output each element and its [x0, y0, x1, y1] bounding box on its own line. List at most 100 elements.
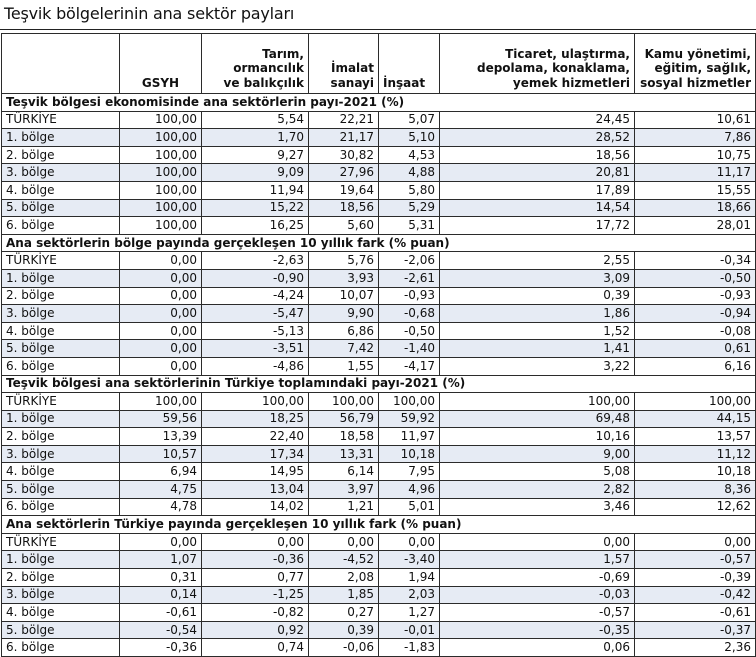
row-label: TÜRKİYE — [1, 251, 120, 270]
table-cell: 3,22 — [439, 356, 635, 376]
table-cell: 100,00 — [119, 392, 202, 411]
header-gsyh: GSYH — [119, 33, 202, 94]
row-label: 6. bölge — [1, 497, 120, 517]
table-cell: 22,40 — [201, 427, 309, 446]
table-cell: 7,86 — [634, 128, 756, 147]
table-cell: 13,39 — [119, 427, 202, 446]
table-cell: 1,52 — [439, 321, 635, 341]
table-cell: 0,00 — [634, 532, 756, 552]
table-row: 3. bölge 0,14 -1,25 1,85 2,03 -0,03 -0,42 — [1, 585, 756, 605]
row-label: 3. bölge — [1, 585, 120, 605]
header-agriculture: Tarım, ormancılık ve balıkçılık — [201, 33, 309, 94]
header-region — [1, 33, 120, 94]
sector-share-table: GSYH Tarım, ormancılık ve balıkçılık İmala… — [1, 33, 756, 657]
table-cell: -0,93 — [634, 286, 756, 306]
table-cell: 0,74 — [201, 638, 309, 657]
title-divider — [0, 29, 756, 30]
table-row: 5. bölge 0,00 -3,51 7,42 -1,40 1,41 0,61 — [1, 339, 756, 358]
table-cell: -0,03 — [439, 585, 635, 605]
table-cell: 1,86 — [439, 304, 635, 323]
section-header-row: Ana sektörlerin Türkiye payında gerçekle… — [1, 515, 756, 534]
table-cell: 5,29 — [378, 198, 440, 218]
row-label: 6. bölge — [1, 356, 120, 376]
table-cell: 1,70 — [201, 128, 309, 147]
table-cell: 0,31 — [119, 568, 202, 587]
table-cell: 4,78 — [119, 497, 202, 517]
table-row: 1. bölge 59,56 18,25 56,79 59,92 69,48 44,15 — [1, 409, 756, 429]
table-cell: 1,21 — [308, 497, 379, 517]
table-row: 2. bölge 100,00 9,27 30,82 4,53 18,56 10,75 — [1, 145, 756, 165]
table-cell: -0,50 — [634, 268, 756, 288]
table-cell: 30,82 — [308, 145, 379, 165]
table-cell: 0,00 — [119, 356, 202, 376]
table-cell: 6,14 — [308, 462, 379, 482]
table-cell: 15,22 — [201, 198, 309, 218]
page-title: Teşvik bölgelerinin ana sektör payları — [4, 4, 295, 23]
table-cell: 4,53 — [378, 145, 440, 165]
table-row: TÜRKİYE 0,00 0,00 0,00 0,00 0,00 0,00 — [1, 532, 756, 552]
table-cell: -3,40 — [378, 550, 440, 570]
table-cell: 14,02 — [201, 497, 309, 517]
table-cell: -4,86 — [201, 356, 309, 376]
table-cell: 5,76 — [308, 251, 379, 270]
table-cell: 44,15 — [634, 409, 756, 429]
table-cell: -0,36 — [201, 550, 309, 570]
table-row: 6. bölge 100,00 16,25 5,60 5,31 17,72 28,01 — [1, 216, 756, 235]
table-row: 6. bölge 4,78 14,02 1,21 5,01 3,46 12,62 — [1, 497, 756, 517]
table-cell: -0,35 — [439, 620, 635, 640]
table-cell: 5,08 — [439, 462, 635, 482]
table-row: 6. bölge -0,36 0,74 -0,06 -1,83 0,06 2,36 — [1, 638, 756, 657]
table-cell: 1,94 — [378, 568, 440, 587]
table-cell: 9,09 — [201, 163, 309, 182]
table-cell: -2,06 — [378, 251, 440, 270]
table-cell: -2,63 — [201, 251, 309, 270]
table-cell: 100,00 — [119, 163, 202, 182]
table-cell: 13,31 — [308, 444, 379, 464]
table-cell: 5,60 — [308, 216, 379, 235]
table-cell: -0,57 — [634, 550, 756, 570]
table-cell: 69,48 — [439, 409, 635, 429]
table-row: 3. bölge 100,00 9,09 27,96 4,88 20,81 11,17 — [1, 163, 756, 182]
table-cell: 0,00 — [378, 532, 440, 552]
row-label: 6. bölge — [1, 216, 120, 235]
table-cell: 10,18 — [378, 444, 440, 464]
row-label: 3. bölge — [1, 444, 120, 464]
table-cell: -0,39 — [634, 568, 756, 587]
row-label: 3. bölge — [1, 163, 120, 182]
header-public-services: Kamu yönetimi, eğitim, sağlık, sosyal hizm… — [634, 33, 756, 94]
table-cell: 100,00 — [378, 392, 440, 411]
section-title: Ana sektörlerin bölge payında gerçekleşe… — [1, 233, 756, 253]
table-cell: 20,81 — [439, 163, 635, 182]
table-cell: 0,00 — [308, 532, 379, 552]
table-cell: 0,27 — [308, 603, 379, 622]
table-cell: 14,54 — [439, 198, 635, 218]
table-cell: 8,36 — [634, 480, 756, 499]
table-cell: 2,03 — [378, 585, 440, 605]
row-label: 5. bölge — [1, 480, 120, 499]
table-cell: 1,27 — [378, 603, 440, 622]
table-cell: 100,00 — [119, 216, 202, 235]
table-cell: -0,93 — [378, 286, 440, 306]
table-cell: -4,52 — [308, 550, 379, 570]
table-cell: 18,56 — [308, 198, 379, 218]
table-cell: 0,00 — [119, 268, 202, 288]
table-cell: 9,00 — [439, 444, 635, 464]
row-label: 4. bölge — [1, 321, 120, 341]
table-row: TÜRKİYE 100,00 100,00 100,00 100,00 100,00 100… — [1, 392, 756, 411]
section-title: Ana sektörlerin Türkiye payında gerçekle… — [1, 515, 756, 534]
table-cell: 6,94 — [119, 462, 202, 482]
table-cell: -4,24 — [201, 286, 309, 306]
table-row: 3. bölge 0,00 -5,47 9,90 -0,68 1,86 -0,94 — [1, 304, 756, 323]
table-row: TÜRKİYE 100,00 5,54 22,21 5,07 24,45 10,61 — [1, 110, 756, 130]
table-cell: 1,41 — [439, 339, 635, 358]
row-label: TÜRKİYE — [1, 110, 120, 130]
row-label: 4. bölge — [1, 462, 120, 482]
table-cell: 10,75 — [634, 145, 756, 165]
table-cell: 0,00 — [119, 304, 202, 323]
table-cell: 5,01 — [378, 497, 440, 517]
table-cell: 0,00 — [439, 532, 635, 552]
table-cell: 5,80 — [378, 180, 440, 200]
table-cell: 18,56 — [439, 145, 635, 165]
header-trade: Ticaret, ulaştırma, depolama, konaklama, y… — [439, 33, 635, 94]
table-cell: 3,46 — [439, 497, 635, 517]
